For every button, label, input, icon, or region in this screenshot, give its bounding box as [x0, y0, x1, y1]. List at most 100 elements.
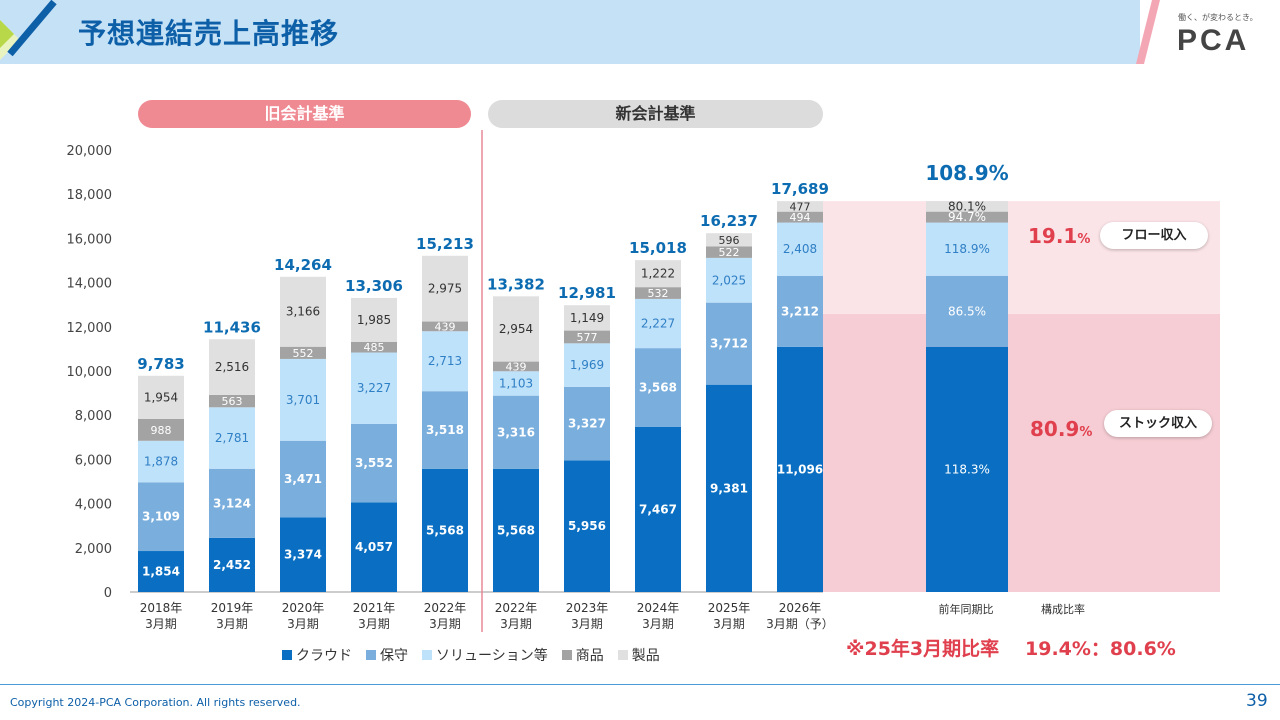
- legend-swatch: [282, 650, 292, 660]
- bar-segment: [351, 297, 397, 342]
- bar-data-label: 3,109: [142, 510, 180, 524]
- bar-segment: [777, 222, 823, 276]
- bar-data-label: 3,166: [286, 305, 320, 319]
- legend-swatch: [422, 650, 432, 660]
- bar-segment: [706, 233, 752, 247]
- bar-segment: [493, 395, 539, 469]
- bar-data-label: 2,025: [712, 273, 746, 287]
- bar-data-label: 9,381: [710, 481, 748, 495]
- bar-total-label: 9,783: [137, 355, 184, 373]
- bar-segment: [635, 260, 681, 288]
- bar-segment: [209, 468, 255, 538]
- bar-data-label: 563: [222, 395, 243, 408]
- old-standard-label: 旧会計基準: [138, 100, 471, 128]
- bar-segment: [280, 358, 326, 441]
- bar-total-label: 12,981: [558, 284, 616, 302]
- bar-segment: [706, 246, 752, 258]
- x-tick-label: 3月期: [287, 617, 319, 631]
- bar-segment: [564, 305, 610, 331]
- bar-data-label: 1,878: [144, 455, 178, 469]
- bar-segment: [493, 361, 539, 372]
- bar-segment: [493, 371, 539, 396]
- summary-bar-label: 118.9%: [944, 242, 990, 256]
- y-tick-label: 18,000: [67, 188, 113, 203]
- page-number: 39: [1246, 691, 1268, 711]
- summary-bar-segment: [926, 222, 1008, 276]
- bar-data-label: 439: [506, 360, 527, 373]
- x-tick-label: 3月期: [216, 617, 248, 631]
- x-tick-label: 3月期: [358, 617, 390, 631]
- y-tick-label: 10,000: [67, 365, 113, 380]
- flow-income-badge: フロー収入: [1100, 222, 1208, 249]
- x-tick-label: 3月期: [571, 617, 603, 631]
- legend-item: ソリューション等: [422, 645, 548, 665]
- brand-panel: [1136, 0, 1280, 64]
- bar-segment: [280, 440, 326, 518]
- bar-segment: [564, 343, 610, 387]
- bar-total-label: 17,689: [771, 180, 829, 198]
- bar-total-label: 14,264: [274, 256, 332, 274]
- legend-label: 製品: [631, 648, 660, 664]
- bar-data-label: 4,057: [355, 540, 393, 554]
- bar-data-label: 552: [293, 347, 314, 360]
- summary-bar-label: 86.5%: [948, 304, 986, 318]
- bar-segment: [564, 460, 610, 592]
- bar-segment: [138, 375, 184, 419]
- bar-total-label: 16,237: [700, 212, 758, 230]
- x-tick-label: 2022年: [495, 601, 538, 615]
- x-tick-label: 2018年: [140, 601, 183, 615]
- bar-segment: [351, 341, 397, 353]
- bar-data-label: 2,975: [428, 282, 462, 296]
- bar-data-label: 532: [648, 287, 669, 300]
- bar-data-label: 3,518: [426, 423, 464, 437]
- x-tick-label: 3月期: [500, 617, 532, 631]
- stock-income-percent: 80.9%: [1030, 417, 1093, 441]
- legend-swatch: [561, 650, 572, 660]
- x-tick-label: 3月期: [713, 617, 745, 631]
- bar-segment: [209, 407, 255, 469]
- bar-segment: [351, 352, 397, 424]
- bar-segment: [138, 440, 184, 483]
- bar-data-label: 596: [719, 234, 740, 247]
- bar-segment: [706, 302, 752, 385]
- bar-data-label: 494: [790, 211, 811, 224]
- summary-bar-label: 80.1%: [948, 199, 986, 213]
- bar-data-label: 1,103: [499, 376, 533, 390]
- legend-label: 保守: [380, 648, 408, 664]
- x-tick-label: 3月期: [145, 617, 177, 631]
- bar-data-label: 3,212: [781, 304, 819, 318]
- summary-bar-title: 108.9%: [925, 161, 1008, 185]
- bar-segment: [493, 296, 539, 362]
- bar-data-label: 3,471: [284, 472, 322, 486]
- bar-segment: [422, 391, 468, 469]
- summary-bar-axis-label: 前年同期比: [939, 602, 994, 616]
- legend-label: クラウド: [296, 648, 352, 664]
- x-tick-label: 2021年: [353, 601, 396, 615]
- bar-segment: [351, 502, 397, 592]
- x-tick-label: 2023年: [566, 601, 609, 615]
- bar-data-label: 1,985: [357, 313, 391, 327]
- bar-data-label: 7,467: [639, 502, 677, 516]
- bar-data-label: 5,956: [568, 519, 606, 533]
- legend-item: 保守: [366, 645, 408, 665]
- bar-data-label: 1,854: [142, 565, 180, 579]
- bar-data-label: 2,516: [215, 360, 249, 374]
- bar-data-label: 3,124: [213, 496, 251, 510]
- legend-swatch: [617, 650, 628, 660]
- bar-data-label: 522: [719, 246, 740, 259]
- bar-segment: [635, 287, 681, 299]
- composition-axis-label: 構成比率: [1041, 602, 1085, 616]
- bar-segment: [138, 551, 184, 592]
- bar-segment: [209, 339, 255, 395]
- legend-swatch: [366, 650, 376, 660]
- chart-legend: クラウド 保守 ソリューション等 商品 製品: [282, 645, 660, 665]
- bar-data-label: 1,149: [570, 311, 604, 325]
- summary-bar-label: 94.7%: [948, 210, 986, 224]
- flow-income-percent: 19.1%: [1028, 224, 1091, 248]
- bar-data-label: 1,954: [144, 390, 178, 404]
- bar-data-label: 2,781: [215, 431, 249, 445]
- footer-divider: [0, 684, 1280, 685]
- bar-data-label: 5,568: [426, 523, 464, 537]
- bar-total-label: 15,213: [416, 235, 474, 253]
- summary-bar-segment: [926, 201, 1008, 212]
